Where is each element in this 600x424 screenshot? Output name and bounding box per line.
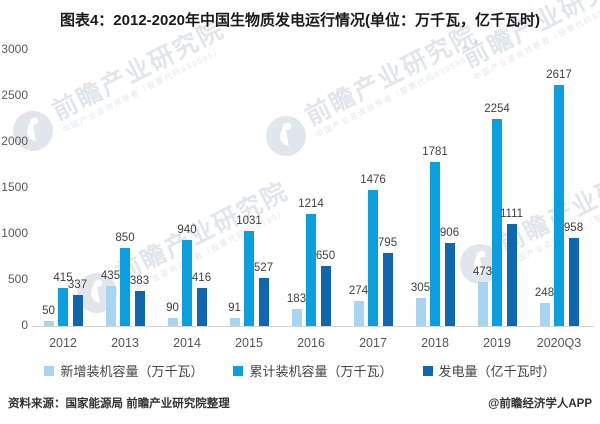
x-axis-tick-label: 2014 xyxy=(173,336,201,350)
y-axis-tick-label: 1500 xyxy=(1,180,28,194)
y-axis-tick-label: 1000 xyxy=(1,226,28,240)
bar-2019-s0 xyxy=(477,282,488,326)
bar-value-label: 1031 xyxy=(236,215,262,228)
bar-value-label: 1781 xyxy=(422,146,448,159)
bar-value-label: 906 xyxy=(439,226,460,239)
bar-2018-s2 xyxy=(444,242,455,326)
y-axis-tick-label: 0 xyxy=(21,318,28,332)
bar-2015-s2 xyxy=(258,277,269,326)
y-axis-tick-label: 2000 xyxy=(1,134,28,148)
bar-value-label: 248 xyxy=(534,287,555,300)
bar-2012-s1 xyxy=(58,287,68,326)
y-axis-tick-label: 3000 xyxy=(1,42,28,56)
legend-swatch-icon xyxy=(233,365,244,376)
bar-value-label: 274 xyxy=(348,284,369,297)
bar-value-label: 650 xyxy=(315,250,336,263)
bar-2013-s0 xyxy=(105,285,116,326)
x-axis-tick-label: 2019 xyxy=(483,336,511,350)
bar-value-label: 1476 xyxy=(360,174,386,187)
x-axis-tick-label: 2012 xyxy=(49,336,77,350)
bar-value-label: 91 xyxy=(228,301,241,314)
bar-2020Q3-s2 xyxy=(568,237,579,326)
legend-label: 新增装机容量（万千瓦） xyxy=(60,364,204,379)
bar-2017-s2 xyxy=(382,252,393,326)
bar-2014-s0 xyxy=(167,317,178,326)
y-axis-tick-label: 500 xyxy=(7,272,28,286)
legend-label: 发电量（亿千瓦时） xyxy=(438,364,556,379)
x-axis-tick-label: 2016 xyxy=(297,336,325,350)
bar-value-label: 435 xyxy=(100,269,121,282)
footer: 资料来源：国家能源局 前瞻产业研究院整理 @前瞻经济学人APP xyxy=(0,395,600,411)
bar-value-label: 940 xyxy=(177,223,197,236)
bar-2016-s0 xyxy=(291,309,302,326)
bar-2015-s0 xyxy=(229,317,240,326)
bar-value-label: 850 xyxy=(115,231,135,244)
bar-value-label: 90 xyxy=(166,301,179,314)
bar-2017-s1 xyxy=(368,190,378,326)
x-axis-tick-label: 2020Q3 xyxy=(536,336,582,350)
x-axis-tick-label: 2013 xyxy=(111,336,139,350)
legend-swatch-icon xyxy=(422,365,433,376)
bar-2016-s1 xyxy=(306,214,316,326)
legend-label: 累计装机容量（万千瓦） xyxy=(249,364,393,379)
bar-2016-s2 xyxy=(320,266,331,326)
bar-2020Q3-s0 xyxy=(539,303,550,326)
bar-2017-s0 xyxy=(353,300,364,326)
x-axis-tick-label: 2017 xyxy=(359,336,387,350)
bar-value-label: 305 xyxy=(410,281,431,294)
bar-value-label: 1214 xyxy=(298,198,324,211)
bar-2012-s2 xyxy=(72,294,83,326)
bar-2014-s2 xyxy=(196,287,207,326)
bar-value-label: 473 xyxy=(472,266,493,279)
bar-2013-s1 xyxy=(120,247,130,326)
legend-item-0: 新增装机容量（万千瓦） xyxy=(44,361,203,380)
legend-item-1: 累计装机容量（万千瓦） xyxy=(233,361,393,380)
legend-item-2: 发电量（亿千瓦时） xyxy=(422,361,556,380)
bar-2018-s0 xyxy=(415,297,426,326)
bar-2014-s1 xyxy=(182,239,192,326)
bar-value-label: 2617 xyxy=(546,69,572,82)
bar-2012-s0 xyxy=(43,321,54,326)
x-axis-tick-label: 2018 xyxy=(421,336,449,350)
bar-value-label: 958 xyxy=(563,221,584,234)
bar-value-label: 50 xyxy=(42,305,55,318)
bar-value-label: 383 xyxy=(129,274,150,287)
legend: 新增装机容量（万千瓦） 累计装机容量（万千瓦） 发电量（亿千瓦时） xyxy=(0,361,600,380)
y-axis-tick-label: 2500 xyxy=(1,88,28,102)
bar-2020Q3-s1 xyxy=(554,85,564,326)
x-axis-tick-label: 2015 xyxy=(235,336,263,350)
bar-2015-s1 xyxy=(244,231,254,326)
bar-value-label: 2254 xyxy=(484,102,510,115)
source-note: 资料来源：国家能源局 前瞻产业研究院整理 xyxy=(8,398,230,410)
bar-2018-s1 xyxy=(430,162,440,326)
x-axis-line xyxy=(32,326,594,327)
bar-2019-s1 xyxy=(492,118,502,326)
bar-2019-s2 xyxy=(506,223,517,326)
legend-swatch-icon xyxy=(44,365,55,376)
bar-value-label: 795 xyxy=(377,236,398,249)
bar-value-label: 527 xyxy=(253,261,274,274)
bar-value-label: 416 xyxy=(191,271,212,284)
bar-value-label: 1111 xyxy=(499,207,524,220)
bar-2013-s2 xyxy=(134,290,145,326)
bar-value-label: 415 xyxy=(53,271,73,284)
credit-note: @前瞻经济学人APP xyxy=(488,398,592,410)
bar-value-label: 183 xyxy=(286,293,307,306)
chart-title: 图表4：2012-2020年中国生物质发电运行情况(单位：万千瓦，亿千瓦时) xyxy=(59,12,541,29)
bar-value-label: 337 xyxy=(67,278,88,291)
